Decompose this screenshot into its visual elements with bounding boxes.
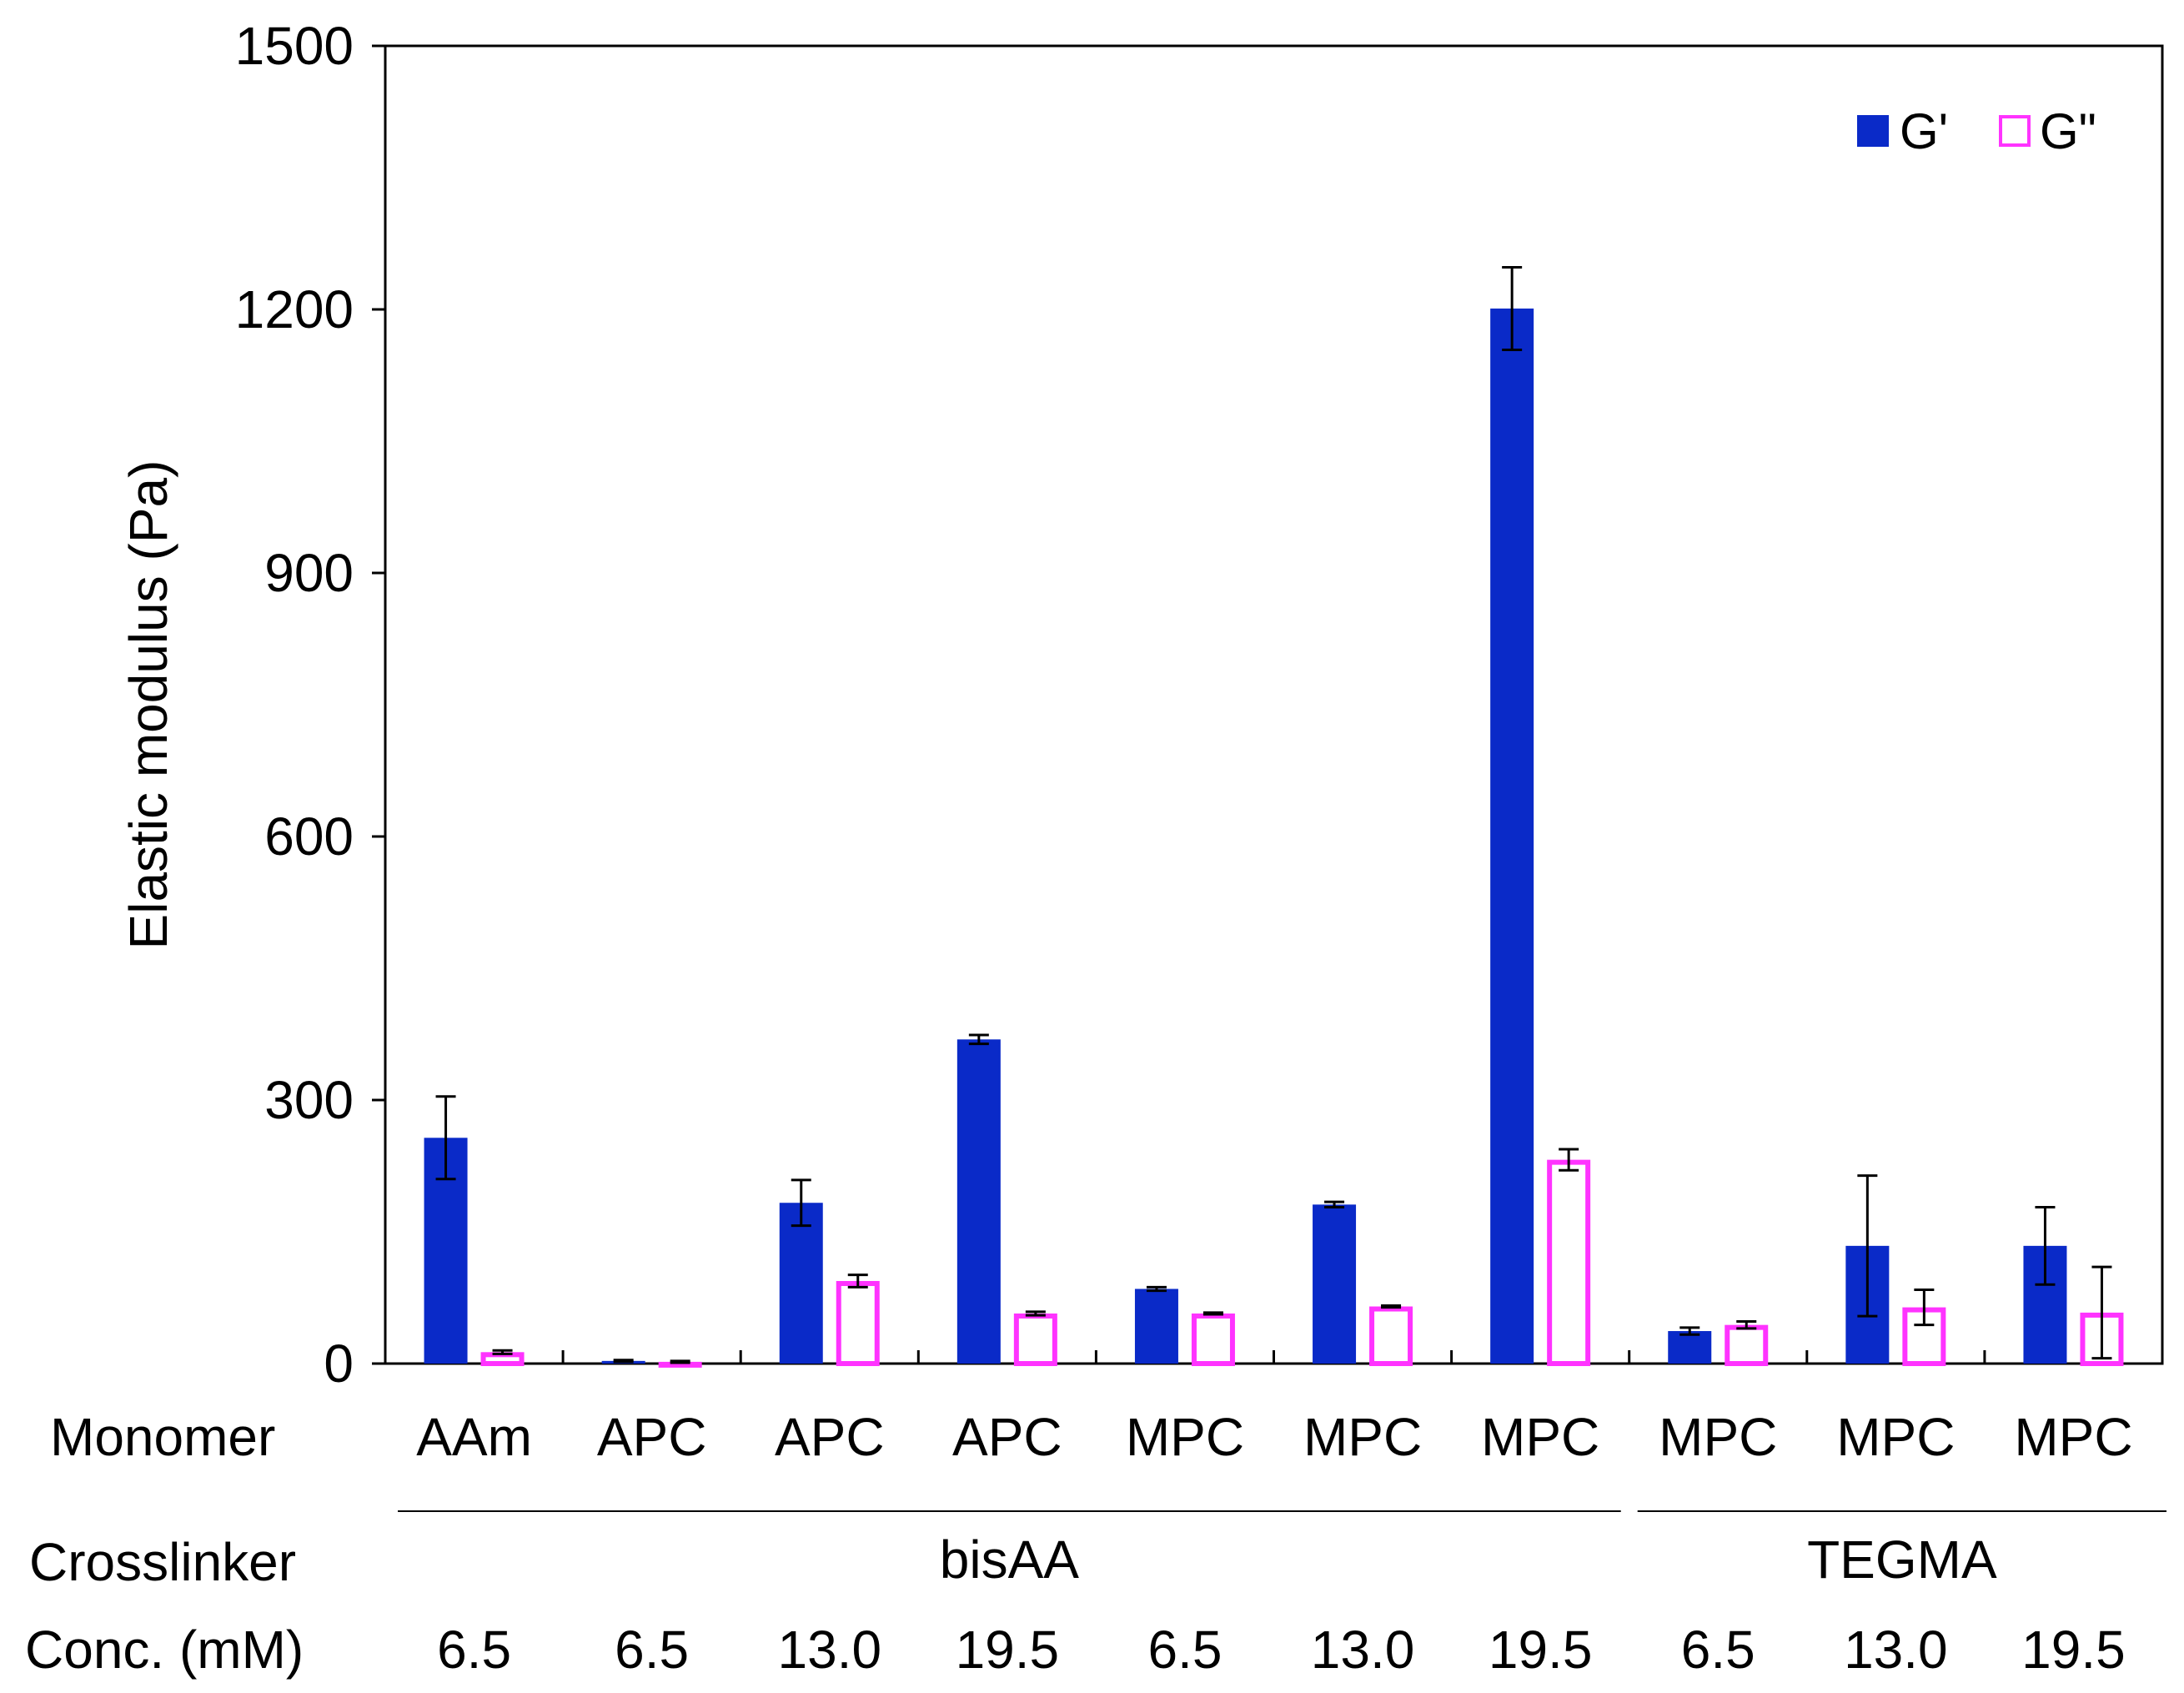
x-label-monomer: AAm xyxy=(416,1407,532,1467)
bar-g-prime xyxy=(1313,1204,1357,1364)
x-axis-labels: AAm 6.5 APC 6.5 APC 13.0 APC 19.5 MPC 6.5 MPC 13.0 M… xyxy=(398,1407,2166,1680)
x-label-monomer: APC xyxy=(597,1407,707,1467)
x-label-monomer: MPC xyxy=(1836,1407,1955,1467)
bar-g-prime xyxy=(1134,1289,1178,1364)
x-label-conc: 6.5 xyxy=(437,1620,511,1680)
error-bar-g-double-prime xyxy=(670,1359,690,1364)
crosslinker-group-label: bisAA xyxy=(940,1530,1080,1590)
legend-swatch-g-prime xyxy=(1857,115,1889,147)
row-label-conc: Conc. (mM) xyxy=(25,1620,304,1680)
error-bar-g-double-prime xyxy=(1202,1311,1223,1316)
x-label-conc: 13.0 xyxy=(777,1620,881,1680)
x-label-conc: 19.5 xyxy=(1489,1620,1593,1680)
legend-label-g-double-prime: G" xyxy=(2040,103,2096,159)
legend: G' G" xyxy=(1857,103,2096,159)
y-tick-label: 900 xyxy=(264,543,354,603)
legend-label-g-prime: G' xyxy=(1900,103,1948,159)
error-bar-g-double-prime xyxy=(492,1349,513,1355)
bar-g-double-prime xyxy=(1547,1159,1591,1367)
x-label-conc: 6.5 xyxy=(615,1620,689,1680)
x-label-conc: 19.5 xyxy=(956,1620,1060,1680)
error-bar-g-double-prime xyxy=(2091,1265,2112,1360)
error-bar-g-double-prime xyxy=(1914,1289,1935,1327)
y-axis: 0 300 600 900 1200 1500 xyxy=(235,16,1986,1394)
bar-g-double-prime xyxy=(658,1361,702,1368)
error-bar-g-prime xyxy=(1146,1285,1167,1293)
bar-g-prime xyxy=(1490,308,1534,1364)
x-label-monomer: MPC xyxy=(1481,1407,1599,1467)
y-tick-label: 300 xyxy=(264,1070,354,1130)
x-label-monomer: APC xyxy=(952,1407,1062,1467)
x-label-conc: 13.0 xyxy=(1311,1620,1415,1680)
error-bar-g-prime xyxy=(613,1359,634,1364)
x-label-monomer: MPC xyxy=(1659,1407,1777,1467)
y-tick-label: 1200 xyxy=(235,279,354,339)
y-axis-title: Elastic modulus (Pa) xyxy=(118,460,178,950)
error-bar-g-prime xyxy=(1679,1326,1700,1336)
error-bar-g-double-prime xyxy=(1559,1148,1579,1172)
crosslinker-group-label: TEGMA xyxy=(1807,1530,1997,1590)
bar-g-double-prime xyxy=(1369,1306,1413,1366)
bar-g-double-prime xyxy=(1013,1313,1057,1366)
y-tick-label: 0 xyxy=(324,1334,354,1394)
x-label-conc: 19.5 xyxy=(2021,1620,2126,1680)
bar-g-double-prime xyxy=(480,1352,525,1366)
bar-g-prime xyxy=(956,1039,1001,1364)
y-tick-label: 1500 xyxy=(235,16,354,76)
x-label-monomer: MPC xyxy=(2014,1407,2132,1467)
error-bar-g-double-prime xyxy=(1025,1310,1046,1317)
x-label-monomer: MPC xyxy=(1303,1407,1422,1467)
row-label-monomer: Monomer xyxy=(50,1407,275,1467)
error-bars xyxy=(435,265,2112,1364)
error-bar-g-prime xyxy=(435,1095,456,1181)
y-tick-label: 600 xyxy=(264,806,354,867)
bar-g-double-prime xyxy=(836,1280,880,1367)
error-bar-g-prime xyxy=(2035,1206,2056,1286)
error-bar-g-prime xyxy=(1857,1174,1878,1318)
x-label-conc: 6.5 xyxy=(1681,1620,1755,1680)
bar-g-prime xyxy=(1668,1331,1712,1364)
bar-g-double-prime xyxy=(1191,1313,1235,1366)
error-bar-g-prime xyxy=(968,1033,989,1046)
error-bar-g-prime xyxy=(1324,1200,1345,1209)
x-label-conc: 6.5 xyxy=(1147,1620,1222,1680)
error-bar-g-prime xyxy=(1502,265,1523,351)
x-label-monomer: APC xyxy=(775,1407,885,1467)
error-bar-g-prime xyxy=(791,1178,811,1228)
error-bar-g-double-prime xyxy=(1381,1304,1402,1309)
bar-g-prime xyxy=(779,1203,823,1364)
bar-g-double-prime xyxy=(1725,1324,1769,1366)
legend-swatch-g-double-prime xyxy=(1999,115,2031,147)
row-label-crosslinker: Crosslinker xyxy=(29,1532,296,1592)
error-bar-g-double-prime xyxy=(847,1274,868,1289)
error-bar-g-double-prime xyxy=(1736,1319,1757,1330)
x-label-monomer: MPC xyxy=(1126,1407,1244,1467)
x-label-conc: 13.0 xyxy=(1844,1620,1948,1680)
